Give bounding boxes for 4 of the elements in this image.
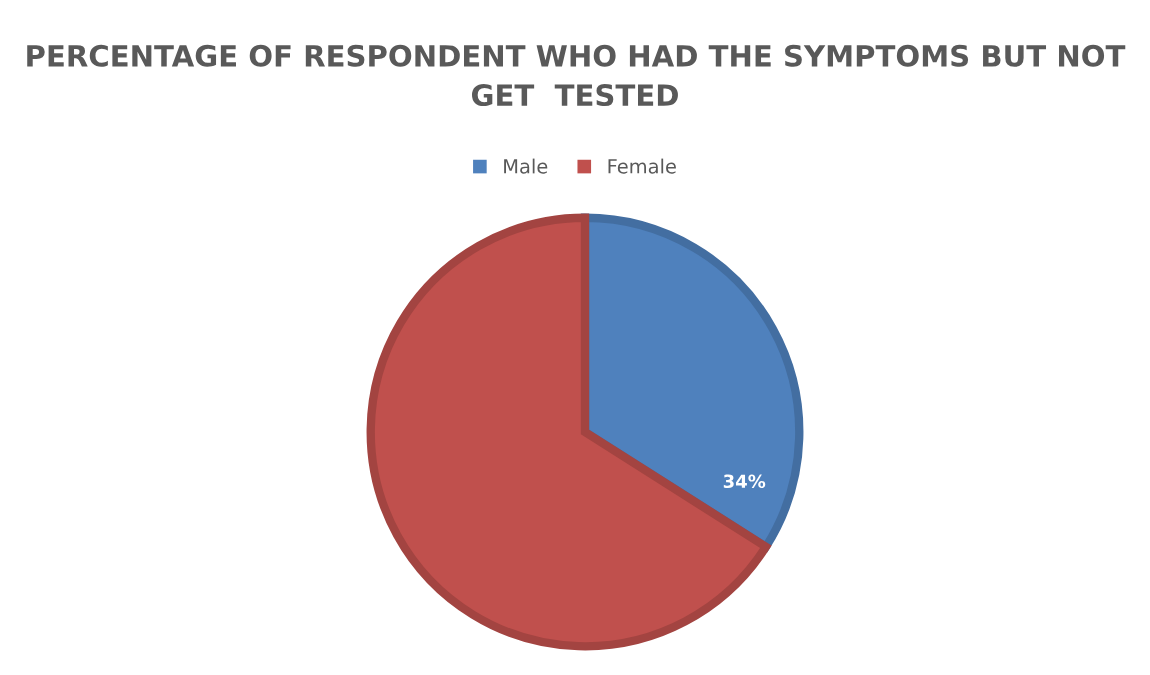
data-label: 34% <box>723 474 766 489</box>
legend-label: Male <box>504 158 548 174</box>
chart-title: PERCENTAGE OF RESPONDENT WHO HAD THE SYMPTOMS BUT NOT GET TESTED <box>27 44 1126 107</box>
legend-label: Female <box>608 158 676 174</box>
